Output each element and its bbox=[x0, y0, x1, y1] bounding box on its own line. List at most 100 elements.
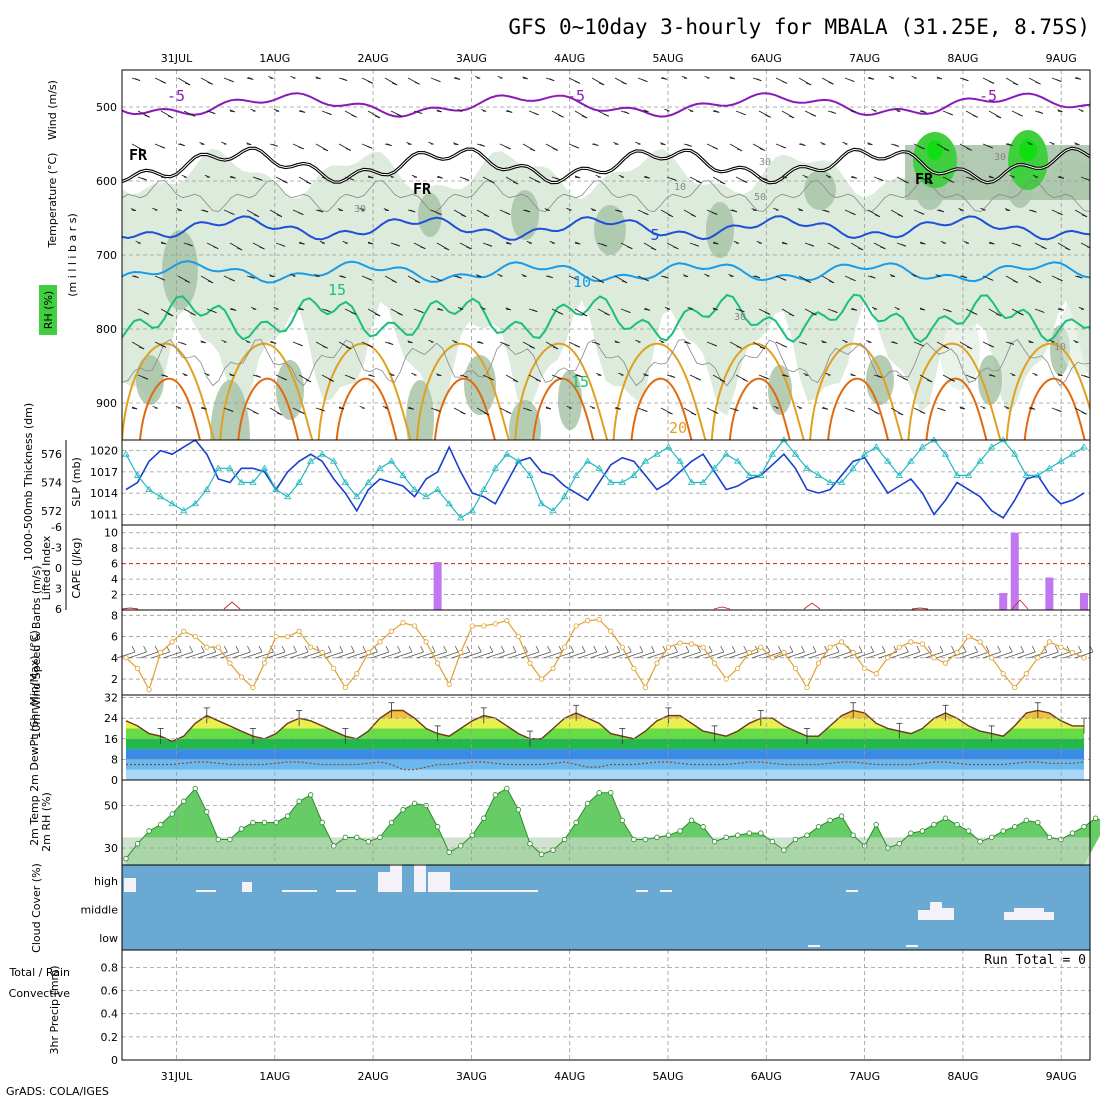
wind-barb-flag bbox=[989, 241, 995, 245]
wind-speed-point bbox=[192, 633, 198, 640]
wind-barb-flag bbox=[418, 310, 424, 314]
thickness-marker bbox=[768, 450, 777, 457]
wind-barb-flag bbox=[574, 175, 581, 179]
surface-wind-barb-flag bbox=[235, 645, 240, 653]
wind-barb-flag bbox=[920, 241, 926, 245]
wind-speed-point bbox=[1023, 671, 1029, 677]
rh2m-point bbox=[1046, 834, 1053, 841]
top-date-label: 8AUG bbox=[947, 52, 978, 65]
surface-wind-barb bbox=[382, 651, 401, 659]
surface-wind-barb bbox=[174, 651, 193, 659]
thickness-marker bbox=[826, 478, 834, 485]
wind-barb-flag bbox=[644, 175, 650, 179]
wind-barb-flag bbox=[671, 178, 677, 181]
wind-barb-flag bbox=[824, 209, 830, 213]
wind-speed-point bbox=[215, 644, 221, 650]
wind-speed-point bbox=[746, 649, 752, 656]
wind-barb-flag bbox=[663, 275, 669, 279]
wind-barb-flag bbox=[1041, 246, 1047, 250]
surface-wind-barb-flag bbox=[651, 645, 655, 653]
rh2m-point bbox=[792, 836, 799, 843]
wind-barb-flag bbox=[728, 274, 734, 277]
upper-wind-barbs bbox=[130, 75, 1090, 416]
wind-barb-flag bbox=[971, 312, 978, 315]
bottom-date-label: 9AUG bbox=[1046, 1070, 1077, 1083]
wind-barb-flag bbox=[849, 409, 855, 413]
li-tick: -6 bbox=[51, 521, 62, 534]
cape-bar bbox=[1045, 577, 1054, 610]
rh-mid-blob bbox=[136, 355, 164, 405]
wind-barb-flag bbox=[604, 312, 610, 316]
thickness-marker bbox=[376, 464, 384, 471]
wind-barb-flag bbox=[270, 341, 277, 344]
rh-light-band bbox=[122, 147, 1090, 416]
surface-wind-barb bbox=[647, 651, 667, 659]
surface-wind-barb-flag bbox=[143, 645, 147, 653]
surface-wind-barb bbox=[636, 651, 655, 659]
wind-barb-flag bbox=[319, 240, 326, 244]
temp-tick: 8 bbox=[111, 753, 118, 766]
rh2m-point bbox=[954, 821, 960, 828]
wind-speed-point bbox=[977, 639, 983, 645]
wind-barb-flag bbox=[980, 405, 986, 409]
li-squiggle bbox=[223, 601, 241, 610]
wind-barb-flag bbox=[788, 313, 795, 317]
rh2m-point bbox=[1081, 824, 1087, 830]
thickness-marker bbox=[226, 464, 234, 471]
surface-wind-barb-flag bbox=[939, 645, 944, 653]
bottom-date-label: 5AUG bbox=[652, 1070, 683, 1083]
thickness-marker bbox=[722, 450, 730, 457]
wind-barb-flag bbox=[250, 306, 257, 310]
cloud-high-block bbox=[196, 890, 216, 892]
surface-wind-barb-flag bbox=[431, 645, 436, 653]
wind-barb-flag bbox=[414, 280, 421, 284]
surface-wind-barb-flag bbox=[223, 645, 228, 653]
wind-barb-flag bbox=[690, 412, 697, 416]
temp-tick: 0 bbox=[111, 774, 118, 787]
precip-tick: 0.4 bbox=[101, 1008, 119, 1021]
wind-barb-flag bbox=[268, 75, 274, 79]
wind-barb-flag bbox=[555, 177, 561, 181]
wind-barb-flag bbox=[650, 247, 657, 251]
cape-tick: 6 bbox=[111, 558, 118, 571]
wind-barb-flag bbox=[345, 148, 351, 151]
surface-wind-barb bbox=[266, 651, 286, 659]
thickness-marker bbox=[537, 499, 546, 507]
wind-barb-flag bbox=[505, 307, 511, 311]
surface-wind-barb bbox=[220, 651, 240, 659]
wind-barb-flag bbox=[874, 214, 881, 218]
wind-barb-flag bbox=[788, 115, 795, 119]
wind-barb-flag bbox=[1012, 280, 1019, 284]
slp-line bbox=[125, 438, 1085, 519]
wind-barb-flag bbox=[161, 175, 167, 179]
wind-barb-flag bbox=[435, 409, 441, 412]
wind-barb-flag bbox=[187, 243, 193, 247]
wind-barb-flag bbox=[603, 113, 610, 117]
wind-tick: 6 bbox=[111, 631, 118, 644]
wind-barb-flag bbox=[573, 277, 580, 281]
rh2m-point bbox=[192, 785, 198, 792]
rh2m-point bbox=[919, 828, 926, 834]
thickness-marker bbox=[272, 485, 280, 492]
thickness-marker bbox=[422, 492, 430, 500]
wind-barb-flag bbox=[947, 112, 953, 116]
wind-barb-flag bbox=[781, 80, 788, 84]
wind-barb-flag bbox=[828, 81, 834, 85]
surface-wind-barb bbox=[128, 651, 147, 659]
wind-barb-flag bbox=[959, 406, 965, 410]
thickness-tick: 572 bbox=[41, 505, 62, 518]
wind-barb-flag bbox=[497, 273, 503, 277]
pressure-tick: 900 bbox=[96, 397, 117, 410]
rh-tick: 30 bbox=[104, 842, 118, 855]
contour-20 bbox=[809, 342, 904, 440]
thickness-marker bbox=[399, 471, 407, 478]
surface-wind-barb bbox=[705, 651, 724, 659]
wind-barb-flag bbox=[506, 241, 512, 245]
wind-barb-flag bbox=[152, 207, 158, 211]
wind-barb-flag bbox=[483, 214, 490, 218]
thickness-marker bbox=[676, 457, 684, 464]
surface-wind-barb-flag bbox=[327, 645, 332, 653]
wind-barb-flag bbox=[681, 75, 688, 79]
wind-barb-flag bbox=[256, 177, 263, 181]
rh2m-point bbox=[573, 819, 579, 826]
